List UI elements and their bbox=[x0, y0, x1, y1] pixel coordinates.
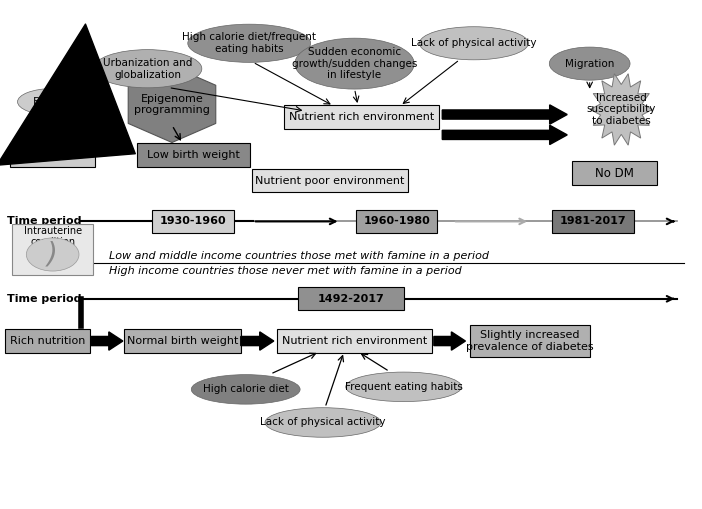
Text: Lack of physical activity: Lack of physical activity bbox=[260, 417, 385, 428]
Text: Increased
susceptibility
to diabetes: Increased susceptibility to diabetes bbox=[587, 93, 656, 126]
Text: Low birth weight: Low birth weight bbox=[147, 150, 239, 160]
Polygon shape bbox=[590, 74, 652, 145]
Ellipse shape bbox=[191, 375, 300, 404]
Text: Famine: Famine bbox=[32, 97, 73, 107]
Text: Poor nutrition: Poor nutrition bbox=[15, 150, 91, 160]
Text: Rich nutrition: Rich nutrition bbox=[10, 336, 86, 346]
Text: Normal birth weight: Normal birth weight bbox=[127, 336, 238, 346]
Text: Nutrient rich environment: Nutrient rich environment bbox=[289, 112, 434, 122]
FancyBboxPatch shape bbox=[10, 143, 95, 167]
Text: High income countries those never met with famine in a period: High income countries those never met wi… bbox=[109, 266, 461, 276]
Text: 1960-1980: 1960-1980 bbox=[363, 216, 430, 227]
FancyBboxPatch shape bbox=[470, 325, 590, 357]
FancyBboxPatch shape bbox=[124, 329, 241, 353]
Text: Low and middle income countries those met with famine in a period: Low and middle income countries those me… bbox=[109, 250, 489, 261]
Text: Sudden economic
growth/sudden changes
in lifestyle: Sudden economic growth/sudden changes in… bbox=[292, 47, 417, 80]
Text: Lack of physical activity: Lack of physical activity bbox=[411, 38, 536, 48]
FancyBboxPatch shape bbox=[253, 169, 407, 192]
Ellipse shape bbox=[187, 24, 310, 62]
FancyArrow shape bbox=[241, 332, 274, 350]
Polygon shape bbox=[128, 66, 216, 143]
FancyBboxPatch shape bbox=[6, 329, 91, 353]
Ellipse shape bbox=[345, 372, 462, 402]
Text: High calorie diet: High calorie diet bbox=[203, 384, 289, 394]
Text: 1492-2017: 1492-2017 bbox=[317, 294, 385, 304]
Text: No DM: No DM bbox=[595, 166, 634, 180]
Ellipse shape bbox=[420, 26, 529, 60]
Ellipse shape bbox=[265, 408, 381, 437]
Ellipse shape bbox=[18, 89, 88, 115]
Text: 1981-2017: 1981-2017 bbox=[560, 216, 626, 227]
FancyArrow shape bbox=[91, 332, 123, 350]
FancyBboxPatch shape bbox=[298, 287, 404, 310]
FancyBboxPatch shape bbox=[137, 143, 250, 167]
Text: Nutrient poor environment: Nutrient poor environment bbox=[256, 176, 404, 186]
FancyBboxPatch shape bbox=[552, 210, 634, 233]
Ellipse shape bbox=[295, 38, 414, 89]
FancyBboxPatch shape bbox=[152, 210, 234, 233]
Text: High calorie diet/frequent
eating habits: High calorie diet/frequent eating habits bbox=[183, 33, 316, 54]
Text: Time period: Time period bbox=[7, 294, 81, 304]
Text: Time period: Time period bbox=[7, 216, 81, 227]
Text: Migration: Migration bbox=[565, 59, 614, 69]
FancyBboxPatch shape bbox=[356, 210, 437, 233]
Text: ): ) bbox=[47, 240, 58, 269]
FancyBboxPatch shape bbox=[284, 105, 439, 129]
FancyArrow shape bbox=[434, 332, 465, 350]
Ellipse shape bbox=[93, 50, 202, 88]
FancyBboxPatch shape bbox=[12, 224, 93, 275]
Text: Intrauterine
condition: Intrauterine condition bbox=[24, 226, 81, 247]
FancyArrow shape bbox=[442, 105, 567, 124]
Text: 1930-1960: 1930-1960 bbox=[160, 216, 226, 227]
Text: Slightly increased
prevalence of diabetes: Slightly increased prevalence of diabete… bbox=[466, 330, 594, 352]
Text: Frequent eating habits: Frequent eating habits bbox=[345, 382, 463, 392]
FancyBboxPatch shape bbox=[277, 329, 432, 353]
Text: Nutrient rich environment: Nutrient rich environment bbox=[282, 336, 427, 346]
Text: Urbanization and
globalization: Urbanization and globalization bbox=[102, 58, 192, 79]
Ellipse shape bbox=[549, 47, 630, 80]
Ellipse shape bbox=[27, 238, 79, 271]
FancyArrow shape bbox=[442, 125, 567, 145]
Text: Epigenome
programming: Epigenome programming bbox=[134, 94, 210, 115]
FancyBboxPatch shape bbox=[571, 161, 657, 185]
